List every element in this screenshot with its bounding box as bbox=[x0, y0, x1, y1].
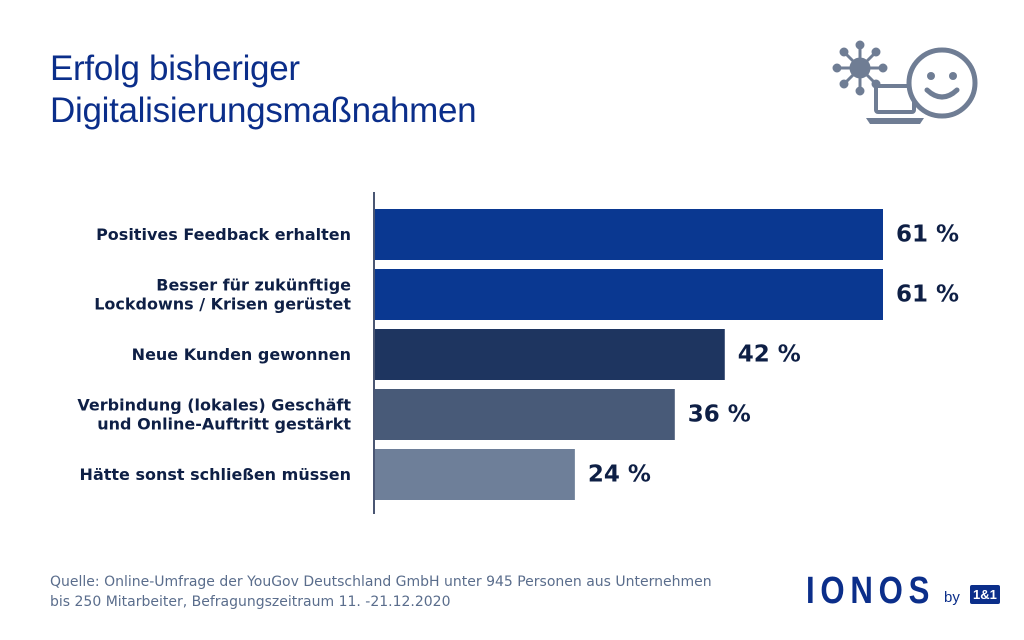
bar-chart: Positives Feedback erhalten 61 % Besser fü… bbox=[77, 192, 959, 514]
bar-2 bbox=[375, 329, 725, 380]
logo-by: by bbox=[944, 589, 960, 606]
smiley-icon bbox=[906, 47, 978, 119]
virus-icon bbox=[832, 40, 888, 96]
logo-wordmark: IONOS bbox=[806, 569, 936, 612]
category-label-4-0: Hätte sonst schließen müssen bbox=[80, 465, 351, 484]
category-label-0-0: Positives Feedback erhalten bbox=[96, 225, 351, 244]
chart-title: Erfolg bisheriger Digitalisierungsmaßnah… bbox=[50, 48, 477, 132]
bar-4 bbox=[375, 449, 575, 500]
value-label-3: 36 % bbox=[688, 402, 751, 428]
bar-3 bbox=[375, 389, 675, 440]
value-label-0: 61 % bbox=[896, 222, 959, 248]
source-line-1: Quelle: Online-Umfrage der YouGov Deutsc… bbox=[50, 574, 712, 590]
chart-title-line-1: Erfolg bisheriger bbox=[50, 49, 300, 88]
category-label-1-1: Lockdowns / Krisen gerüstet bbox=[94, 295, 351, 314]
source-line-2: bis 250 Mitarbeiter, Befragungszeitraum … bbox=[50, 594, 451, 610]
category-label-2-0: Neue Kunden gewonnen bbox=[132, 345, 351, 364]
category-label-3-0: Verbindung (lokales) Geschäft bbox=[77, 396, 351, 415]
category-label-3-1: und Online-Auftritt gestärkt bbox=[97, 415, 351, 434]
value-label-2: 42 % bbox=[738, 342, 801, 368]
bar-1 bbox=[375, 269, 883, 320]
category-label-1-0: Besser für zukünftige bbox=[156, 276, 351, 295]
source-note: Quelle: Online-Umfrage der YouGov Deutsc… bbox=[50, 572, 712, 612]
bar-0 bbox=[375, 209, 883, 260]
value-label-1: 61 % bbox=[896, 282, 959, 308]
logo-badge: 1&1 bbox=[970, 585, 1000, 604]
chart-title-line-2: Digitalisierungsmaßnahmen bbox=[50, 91, 477, 130]
ionos-logo: IONOS by 1&1 bbox=[806, 566, 1006, 616]
hero-illustration bbox=[832, 40, 978, 124]
value-label-4: 24 % bbox=[588, 462, 651, 488]
